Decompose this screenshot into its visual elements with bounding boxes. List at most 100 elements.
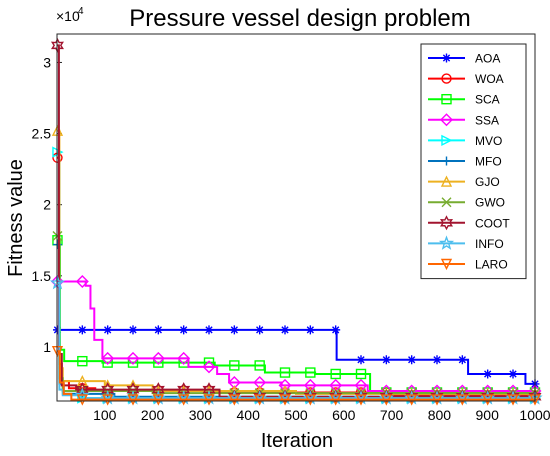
x-tick-label: 1000 [519,407,550,423]
y-tick-label: 3 [43,54,51,70]
series-marker [482,394,494,406]
legend-marker [440,175,453,187]
series-marker [128,325,138,335]
series-ssa [50,275,542,398]
x-tick-label: 500 [284,407,308,423]
series-marker [305,325,315,335]
series-marker [75,275,89,289]
legend-marker [442,156,451,166]
series-marker [203,394,215,406]
series-marker [431,394,443,406]
y-tick-label: 2.5 [32,126,52,142]
series-marker [330,368,341,380]
series-laro [51,346,541,406]
series-marker [381,355,391,365]
series-marker [179,325,189,335]
legend-marker [441,134,453,147]
x-tick-label: 100 [93,407,117,423]
chart-title: Pressure vessel design problem [129,5,471,32]
x-axis-label: Iteration [261,430,333,452]
legend-label: MVO [475,134,502,148]
series-marker [507,394,519,406]
legend-label: AOA [475,52,500,66]
series-marker [355,368,367,380]
series-marker [406,394,418,406]
series-marker [279,394,291,406]
x-tick-label: 700 [380,407,404,423]
legend-item: GWO [428,196,505,210]
series-line-aoa [57,328,535,385]
series-marker [74,387,90,402]
legend-label: INFO [475,237,504,251]
series-marker [508,369,518,379]
series-line-laro [57,350,535,401]
legend-item: MVO [428,134,502,148]
x-tick-label: 300 [189,407,213,423]
series-info [49,274,543,405]
series-marker [330,394,342,406]
plot-area [49,37,543,406]
series-marker [254,394,266,406]
series-line-ssa [57,280,535,393]
legend-item: GJO [428,175,500,189]
series-line-coot [57,44,535,398]
series-marker [151,351,165,365]
y-tick-label: 1.5 [32,268,52,284]
series-marker [229,360,240,371]
x-tick-label: 900 [476,407,500,423]
x-tick-label: 400 [237,407,261,423]
legend-item: INFO [428,235,504,251]
series-line-info [57,281,535,400]
y-tick-label: 2 [43,197,51,213]
series-marker [204,325,214,335]
legend-marker [442,53,451,63]
x-tick-label: 200 [141,407,165,423]
legend-label: WOA [475,72,504,86]
series-marker [457,355,467,365]
series-marker [178,394,190,406]
series-marker [229,325,239,335]
series-aoa [52,325,540,389]
legend-marker [439,215,454,231]
series-marker [331,325,341,335]
y-axis-label: Fitness value [5,159,27,277]
legend-marker [440,113,453,127]
legend-label: MFO [475,155,502,169]
x-tick-label: 600 [332,407,356,423]
series-marker [103,325,113,335]
legend-item: AOA [428,52,500,66]
legend-item: WOA [428,72,504,86]
series-marker [77,325,87,335]
y-exponent-base: ×10 [56,8,80,24]
legend-marker [438,235,455,250]
legend-label: SSA [475,113,499,127]
legend-label: LARO [475,258,508,272]
series-marker [76,394,88,406]
legend-item: MFO [428,155,502,169]
series-marker [152,394,164,406]
series-marker [76,375,88,387]
series-marker [255,325,265,335]
series-marker [456,394,468,406]
legend-label: GJO [475,175,500,189]
legend-label: GWO [475,196,505,210]
axes-box [56,33,536,402]
legend-marker [441,73,452,84]
series-marker [305,367,316,378]
series-marker [127,394,139,406]
legend-marker [441,197,452,208]
series-marker [101,351,115,365]
legend-marker [440,258,453,271]
legend-label: COOT [475,216,510,230]
series-marker [483,369,493,379]
y-axis-exponent: ×10 4 [56,6,84,24]
series-marker [280,325,290,335]
y-tick-label: 1 [43,339,51,355]
series-marker [77,355,88,367]
legend-item: SSA [428,113,499,127]
y-exponent-power: 4 [78,6,84,17]
series-line-sca [57,239,535,394]
series-marker [380,394,392,406]
series-marker [355,394,367,406]
